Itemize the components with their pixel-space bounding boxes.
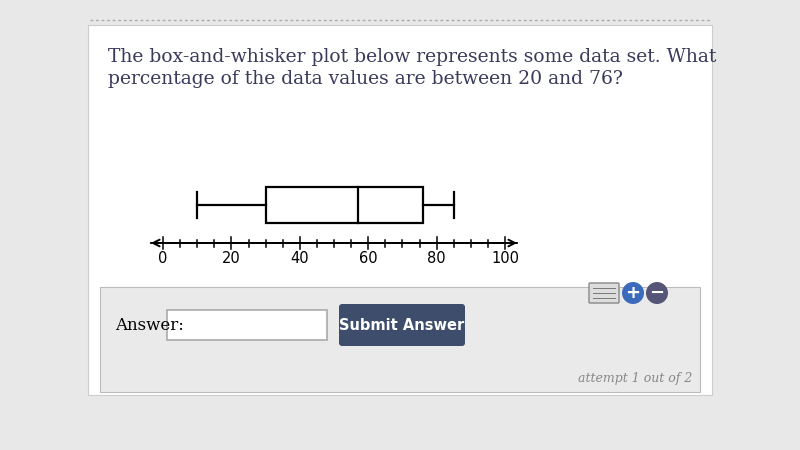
- FancyBboxPatch shape: [88, 25, 712, 395]
- Text: The box-and-whisker plot below represents some data set. What: The box-and-whisker plot below represent…: [108, 48, 716, 66]
- Text: Submit Answer: Submit Answer: [339, 318, 465, 333]
- FancyBboxPatch shape: [589, 283, 619, 303]
- Text: −: −: [650, 284, 665, 302]
- Text: Answer:: Answer:: [115, 316, 184, 333]
- Text: attempt 1 out of 2: attempt 1 out of 2: [578, 372, 692, 385]
- Text: 20: 20: [222, 251, 241, 266]
- Text: 0: 0: [158, 251, 168, 266]
- Text: percentage of the data values are between 20 and 76?: percentage of the data values are betwee…: [108, 70, 623, 88]
- Circle shape: [646, 282, 668, 304]
- FancyBboxPatch shape: [339, 304, 465, 346]
- Text: 80: 80: [427, 251, 446, 266]
- Bar: [266, 187, 423, 223]
- Text: +: +: [626, 284, 641, 302]
- FancyBboxPatch shape: [167, 310, 327, 340]
- Text: 100: 100: [491, 251, 519, 266]
- FancyBboxPatch shape: [100, 287, 700, 392]
- Circle shape: [622, 282, 644, 304]
- Text: 60: 60: [359, 251, 378, 266]
- Text: 40: 40: [290, 251, 309, 266]
